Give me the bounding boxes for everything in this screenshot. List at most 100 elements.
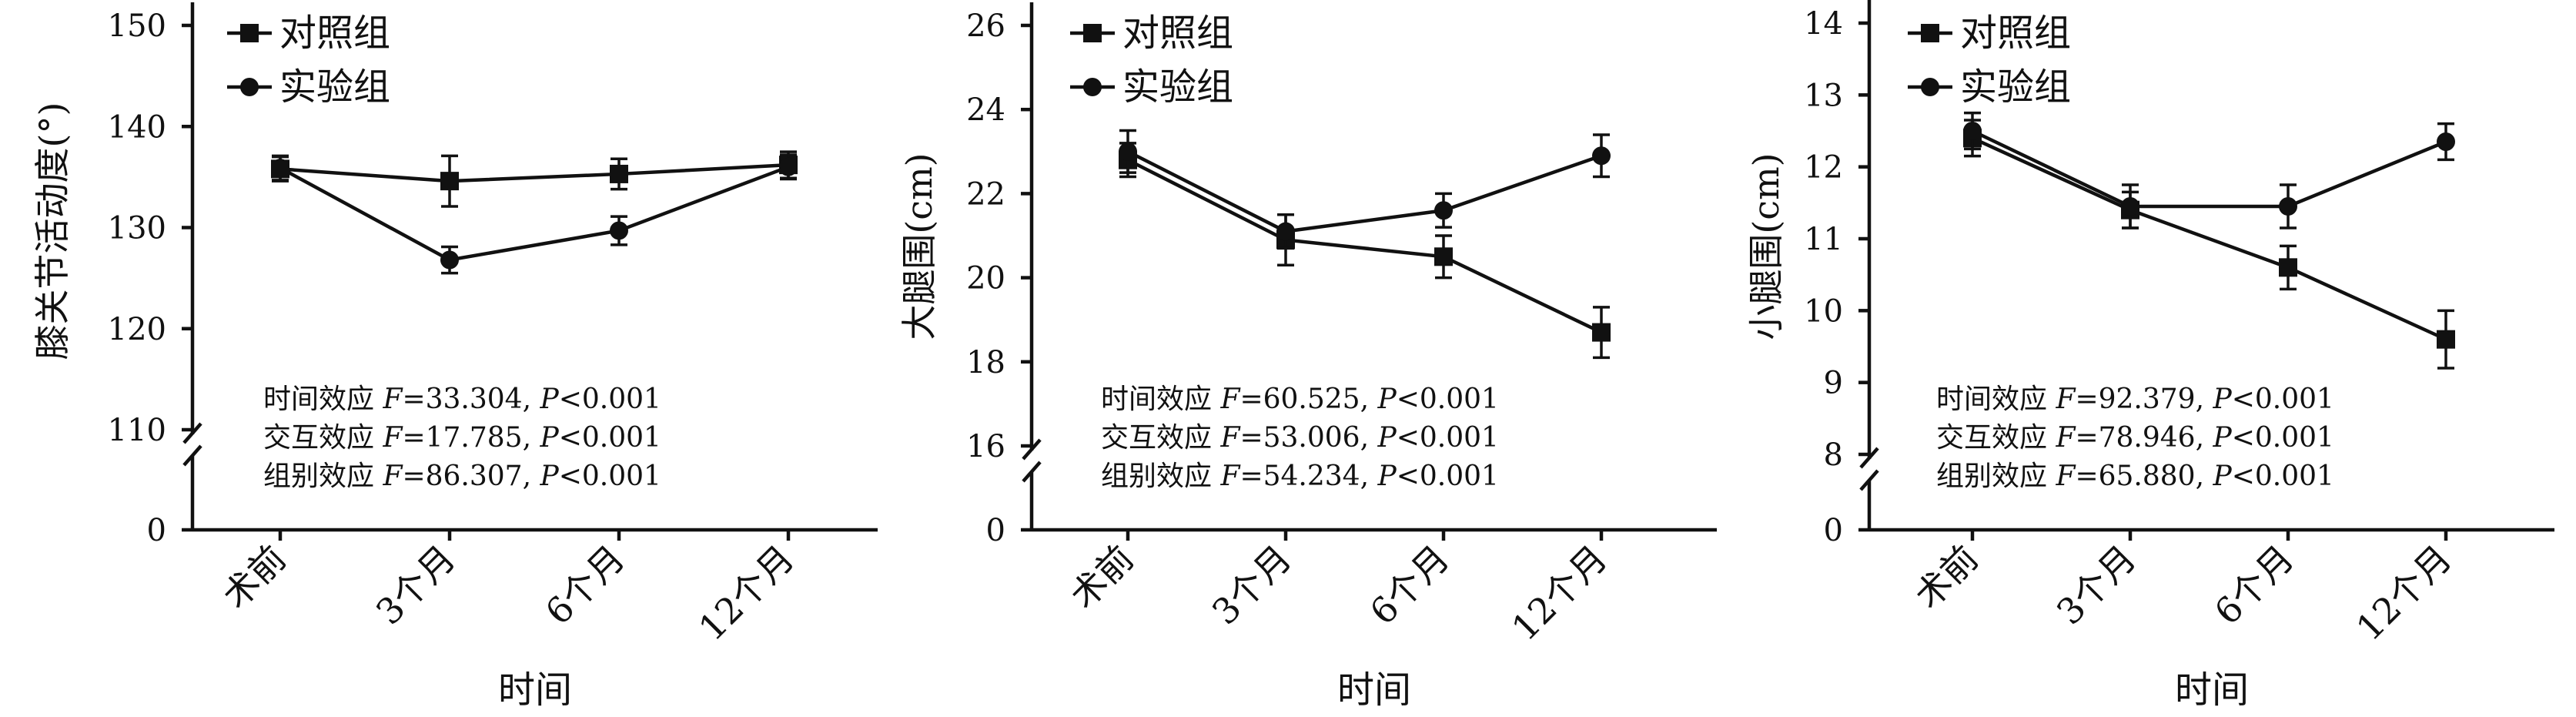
y-tick-label: 150 bbox=[108, 8, 166, 44]
annotation-p: P bbox=[1377, 461, 1397, 492]
annotation-ptext: <0.001 bbox=[2232, 461, 2334, 492]
x-tick-label: 3个月 bbox=[1204, 538, 1300, 633]
data-point-square bbox=[1434, 247, 1453, 266]
y-tick-label: 0 bbox=[986, 513, 1005, 548]
y-tick-label: 13 bbox=[1804, 78, 1843, 113]
annotation-p: P bbox=[2212, 461, 2232, 492]
data-point-circle bbox=[1434, 201, 1453, 220]
legend-label-control: 对照组 bbox=[1122, 12, 1233, 55]
annotation-stat: F bbox=[1219, 422, 1241, 454]
annotation-stat: F bbox=[1219, 384, 1241, 415]
stats-annotation: 时间效应 F=60.525, P<0.001 bbox=[1101, 384, 1499, 415]
stats-annotation: 交互效应 F=17.785, P<0.001 bbox=[263, 422, 661, 454]
stats-annotation: 时间效应 F=92.379, P<0.001 bbox=[1936, 384, 2334, 415]
x-tick-label: 6个月 bbox=[1362, 538, 1457, 633]
y-axis-label: 大腿围(cm) bbox=[898, 152, 940, 340]
y-tick-label: 26 bbox=[966, 8, 1005, 44]
y-axis-label: 小腿围(cm) bbox=[1745, 152, 1787, 340]
x-tick-label: 3个月 bbox=[368, 538, 463, 633]
annotation-label: 组别效应 bbox=[1936, 461, 2056, 492]
data-point-circle bbox=[610, 221, 628, 240]
series-line-control bbox=[1972, 136, 2447, 341]
data-point-circle bbox=[1963, 122, 1982, 140]
annotation-stat: F bbox=[2055, 461, 2076, 492]
data-point-square bbox=[2437, 330, 2455, 349]
y-tick-label: 8 bbox=[1824, 437, 1843, 473]
annotation-label: 交互效应 bbox=[1936, 422, 2056, 454]
y-tick-label: 130 bbox=[108, 211, 166, 246]
legend-marker-circle bbox=[1083, 78, 1102, 96]
legend-marker-circle bbox=[240, 78, 259, 96]
annotation-label: 组别效应 bbox=[263, 461, 383, 492]
axis-break-mark bbox=[1022, 461, 1042, 483]
legend-label-experiment: 实验组 bbox=[1122, 65, 1233, 109]
stats-annotation: 交互效应 F=78.946, P<0.001 bbox=[1936, 422, 2334, 454]
stats-annotation: 组别效应 F=65.880, P<0.001 bbox=[1936, 461, 2334, 492]
y-tick-label: 11 bbox=[1804, 222, 1843, 257]
data-point-square bbox=[610, 164, 628, 183]
annotation-label: 交互效应 bbox=[263, 422, 383, 454]
annotation-label: 时间效应 bbox=[263, 384, 383, 415]
legend-marker-square bbox=[1083, 24, 1102, 42]
data-point-square bbox=[440, 172, 459, 191]
data-point-circle bbox=[779, 157, 798, 176]
annotation-p: P bbox=[2212, 384, 2232, 415]
data-point-circle bbox=[2121, 197, 2139, 216]
annotation-p: P bbox=[2212, 422, 2232, 454]
annotation-rest: =60.525, bbox=[1239, 384, 1377, 415]
annotation-rest: =86.307, bbox=[402, 461, 540, 492]
annotation-rest: =53.006, bbox=[1239, 422, 1377, 454]
y-tick-label: 10 bbox=[1804, 293, 1843, 329]
data-point-circle bbox=[1592, 146, 1611, 166]
annotation-p: P bbox=[539, 461, 559, 492]
x-tick-label: 12个月 bbox=[2348, 538, 2460, 649]
annotation-ptext: <0.001 bbox=[2232, 384, 2334, 415]
legend-marker-circle bbox=[1921, 78, 1939, 96]
data-point-circle bbox=[2437, 132, 2455, 151]
annotation-rest: =65.880, bbox=[2075, 461, 2213, 492]
annotation-p: P bbox=[1377, 384, 1397, 415]
x-tick-label: 术前 bbox=[1907, 538, 1986, 617]
annotation-stat: F bbox=[382, 422, 403, 454]
stats-annotation: 交互效应 F=53.006, P<0.001 bbox=[1101, 422, 1499, 454]
stats-annotation: 组别效应 F=86.307, P<0.001 bbox=[263, 461, 661, 492]
annotation-label: 时间效应 bbox=[1936, 384, 2056, 415]
x-tick-label: 12个月 bbox=[1504, 538, 1615, 649]
x-tick-label: 术前 bbox=[1062, 538, 1142, 617]
annotation-p: P bbox=[539, 422, 559, 454]
annotation-rest: =33.304, bbox=[402, 384, 540, 415]
y-tick-label: 16 bbox=[966, 429, 1005, 464]
annotation-p: P bbox=[1377, 422, 1397, 454]
legend-marker-square bbox=[1921, 24, 1939, 42]
data-point-circle bbox=[2279, 197, 2297, 216]
annotation-stat: F bbox=[2055, 422, 2076, 454]
y-tick-label: 0 bbox=[147, 513, 166, 548]
annotation-p: P bbox=[539, 384, 559, 415]
legend-label-experiment: 实验组 bbox=[279, 65, 390, 109]
x-axis-label: 时间 bbox=[2175, 668, 2249, 712]
annotation-label: 时间效应 bbox=[1101, 384, 1220, 415]
annotation-ptext: <0.001 bbox=[559, 461, 661, 492]
stats-annotation: 时间效应 F=33.304, P<0.001 bbox=[263, 384, 661, 415]
x-axis-label: 时间 bbox=[1337, 668, 1411, 712]
y-tick-label: 20 bbox=[966, 261, 1005, 297]
annotation-stat: F bbox=[1219, 461, 1241, 492]
y-axis-label: 膝关节活动度(°) bbox=[32, 102, 73, 360]
x-tick-label: 术前 bbox=[215, 538, 294, 617]
legend-label-experiment: 实验组 bbox=[1960, 65, 2071, 109]
data-point-circle bbox=[1276, 222, 1295, 241]
y-tick-label: 12 bbox=[1804, 150, 1843, 186]
stats-annotation: 组别效应 F=54.234, P<0.001 bbox=[1101, 461, 1499, 492]
annotation-label: 组别效应 bbox=[1101, 461, 1220, 492]
y-tick-label: 120 bbox=[108, 312, 166, 347]
data-point-square bbox=[2279, 258, 2297, 277]
x-tick-label: 6个月 bbox=[2206, 538, 2302, 633]
data-point-square bbox=[1592, 323, 1611, 342]
annotation-label: 交互效应 bbox=[1101, 422, 1220, 454]
x-axis-label: 时间 bbox=[498, 668, 572, 712]
y-tick-label: 140 bbox=[108, 109, 166, 145]
series-line-experiment bbox=[279, 165, 789, 262]
